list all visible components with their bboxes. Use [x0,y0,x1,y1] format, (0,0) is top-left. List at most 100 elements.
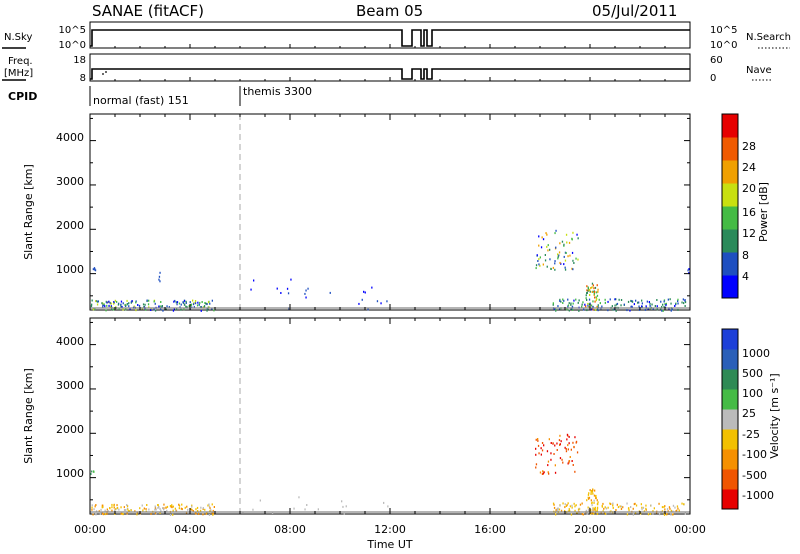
data-cell [163,508,165,511]
data-cell [602,510,604,513]
data-cell [102,304,104,307]
data-cell [596,297,598,300]
data-cell [153,308,155,311]
data-cell [660,307,662,310]
data-cell [593,494,596,497]
data-cell [589,290,591,293]
data-cell [645,305,647,308]
data-cell [579,503,582,506]
data-cell [540,246,543,249]
data-cell [572,441,574,444]
data-cell [173,300,175,303]
data-cell [592,508,594,511]
data-cell [599,302,601,305]
data-cell [665,302,667,305]
data-cell [587,496,589,499]
data-cell [669,507,671,510]
data-cell [194,512,197,514]
data-cell [663,512,665,515]
data-cell [611,305,613,308]
data-cell [609,298,611,301]
data-cell [677,308,679,311]
data-cell [174,299,176,302]
data-cell [570,302,572,305]
data-cell [538,258,540,261]
data-cell [565,450,568,453]
data-cell [542,263,544,266]
velocity-colorbar-tick: -100 [742,448,767,461]
power-colorbar-tick: 24 [742,161,756,174]
data-cell [111,503,113,506]
data-cell [105,309,107,312]
nsearch-tick-bottom: 10^0 [710,40,737,51]
data-cell [196,506,199,509]
data-cell [596,284,598,287]
data-cell [155,512,157,515]
data-cell [537,260,539,262]
data-cell [253,279,255,282]
data-cell [573,299,575,302]
data-cell [586,291,588,294]
data-cell [103,303,105,306]
data-cell [91,299,93,302]
colorbar-segment [722,449,738,470]
data-cell [632,513,634,516]
data-cell [116,300,118,303]
data-cell [539,471,542,474]
power-colorbar [721,113,739,299]
data-cell [187,508,189,511]
data-cell [111,509,113,512]
data-cell [115,508,117,511]
data-cell [593,292,595,295]
data-cell [181,503,183,506]
data-cell [649,512,652,515]
nsky-panel: N.Sky 10^5 10^0 10^5 10^0 N.Search [2,21,791,51]
data-cell [121,305,123,308]
data-cell [666,508,669,511]
data-cell [200,306,203,309]
data-cell [616,302,619,305]
data-cell [199,509,202,512]
data-cell [259,499,261,502]
data-cell [546,450,549,453]
data-cell [571,460,573,462]
data-cell [91,303,93,306]
data-cell [570,448,572,451]
data-cell [635,299,637,302]
data-cell [568,241,571,244]
data-cell [562,302,564,304]
data-cell [567,510,570,513]
data-cell [183,299,186,302]
data-cell [208,514,211,516]
data-cell [293,507,295,510]
data-cell [91,506,93,509]
data-cell [544,259,547,262]
data-cell [94,269,97,272]
data-cell [542,470,544,473]
data-cell [564,446,566,449]
data-cell [96,300,99,303]
data-cell [676,505,679,508]
data-cell [208,505,211,508]
velocity-colorbar-tick: 25 [742,407,756,420]
data-cell [547,460,550,463]
data-cell [107,510,109,512]
data-cell [664,505,666,508]
data-cell [543,444,545,447]
data-cell [561,458,563,461]
data-cell [568,461,570,464]
data-cell [172,513,174,516]
data-cell [172,505,174,508]
data-cell [554,471,557,474]
data-cell [141,504,143,507]
data-cell [191,508,193,511]
data-cell [130,301,133,303]
data-cell [581,502,583,505]
data-cell [106,304,108,307]
data-cell [635,504,638,507]
colorbar-segment [722,206,738,230]
data-cell [594,506,596,509]
data-cell [571,251,574,254]
data-cell [212,513,214,516]
velocity-colorbar-tick: -500 [742,469,767,482]
